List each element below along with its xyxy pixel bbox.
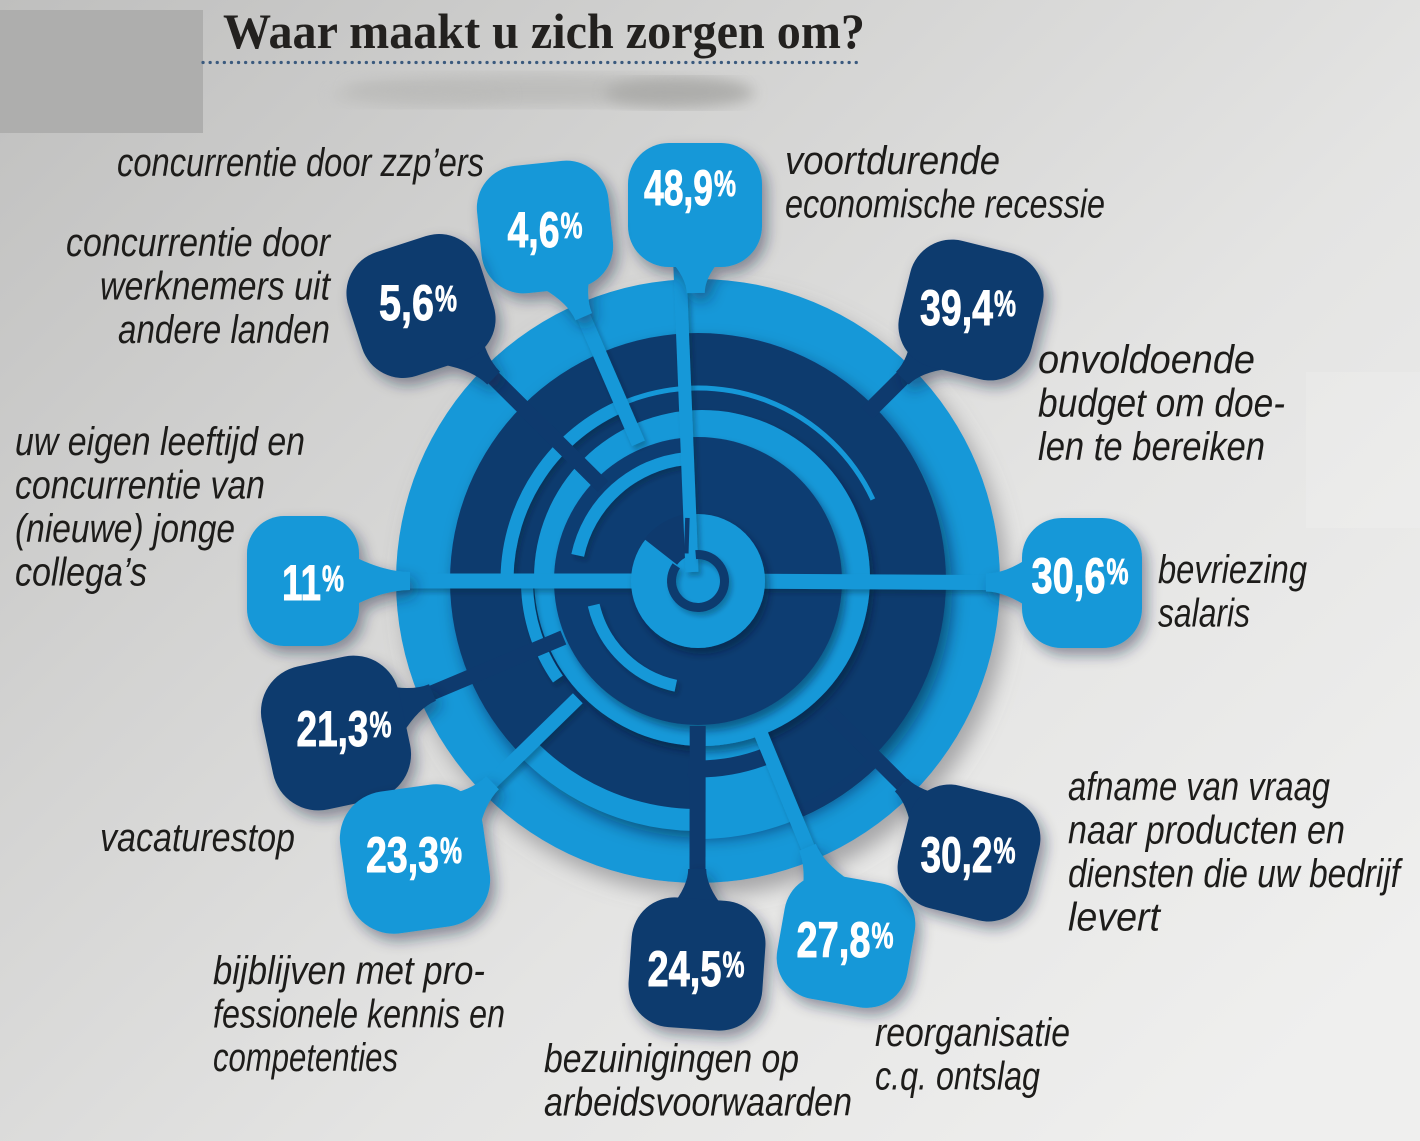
svg-text:11: 11 (282, 555, 321, 611)
svg-text:%: % (872, 915, 894, 956)
svg-text:23,3: 23,3 (366, 827, 439, 883)
svg-text:collega’s: collega’s (15, 551, 147, 595)
svg-text:%: % (994, 830, 1016, 871)
svg-text:%: % (440, 830, 462, 871)
svg-text:%: % (723, 944, 745, 985)
svg-text:%: % (714, 163, 736, 204)
svg-text:fessionele kennis en: fessionele kennis en (213, 993, 505, 1037)
svg-text:concurrentie door: concurrentie door (66, 221, 331, 265)
svg-text:naar producten en: naar producten en (1068, 809, 1345, 853)
svg-text:%: % (370, 704, 392, 745)
svg-text:c.q. ontslag: c.q. ontslag (875, 1055, 1040, 1099)
svg-text:21,3: 21,3 (297, 701, 369, 757)
svg-text:%: % (322, 558, 344, 599)
svg-text:werknemers uit: werknemers uit (100, 265, 332, 309)
svg-text:economische recessie: economische recessie (785, 183, 1105, 227)
svg-text:uw eigen leeftijd en: uw eigen leeftijd en (15, 420, 305, 464)
svg-text:(nieuwe) jonge: (nieuwe) jonge (15, 507, 235, 551)
svg-text:%: % (561, 205, 583, 246)
svg-text:Waar maakt u zich zorgen om?: Waar maakt u zich zorgen om? (223, 3, 865, 59)
svg-text:bijblijven met pro-: bijblijven met pro- (213, 949, 485, 993)
svg-text:levert: levert (1068, 896, 1162, 940)
svg-text:30,2: 30,2 (921, 827, 993, 883)
svg-text:afname van vraag: afname van vraag (1068, 765, 1330, 809)
svg-text:andere landen: andere landen (118, 308, 330, 352)
svg-text:voortdurende: voortdurende (785, 139, 1000, 183)
svg-text:27,8: 27,8 (797, 912, 871, 968)
svg-text:%: % (994, 283, 1016, 324)
svg-text:concurrentie door zzp’ers: concurrentie door zzp’ers (117, 141, 484, 185)
svg-text:onvoldoende: onvoldoende (1038, 338, 1255, 382)
svg-text:4,6: 4,6 (508, 202, 560, 258)
svg-text:30,6: 30,6 (1032, 548, 1106, 604)
svg-text:bezuinigingen op: bezuinigingen op (544, 1037, 799, 1081)
svg-text:24,5: 24,5 (648, 941, 722, 997)
svg-text:competenties: competenties (213, 1036, 398, 1080)
svg-text:39,4: 39,4 (920, 280, 993, 336)
svg-text:len te bereiken: len te bereiken (1038, 425, 1265, 469)
svg-text:concurrentie van: concurrentie van (15, 464, 265, 508)
svg-text:bevriezing: bevriezing (1158, 548, 1307, 592)
svg-text:budget om doe-: budget om doe- (1038, 382, 1285, 426)
svg-text:salaris: salaris (1158, 592, 1250, 636)
svg-text:vacaturestop: vacaturestop (100, 816, 295, 860)
svg-text:48,9: 48,9 (644, 160, 713, 216)
svg-text:diensten die uw bedrijf: diensten die uw bedrijf (1068, 852, 1403, 896)
svg-text:reorganisatie: reorganisatie (875, 1011, 1070, 1055)
svg-text:5,6: 5,6 (379, 275, 434, 331)
svg-text:%: % (1107, 551, 1129, 592)
svg-text:%: % (435, 278, 457, 319)
svg-text:arbeidsvoorwaarden: arbeidsvoorwaarden (544, 1081, 852, 1125)
